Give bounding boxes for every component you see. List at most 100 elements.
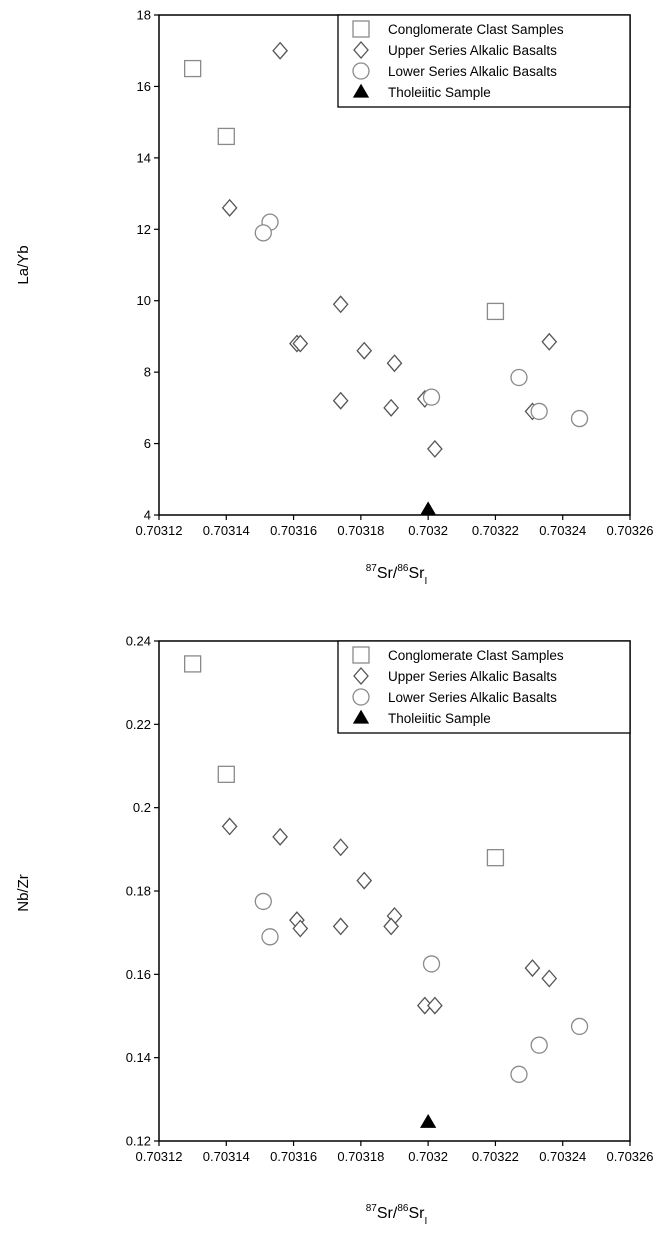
data-point (530, 402, 548, 421)
data-point (422, 388, 441, 406)
legend: Conglomerate Clast Samples Upper Series A… (337, 14, 631, 108)
data-point (486, 849, 505, 867)
series-circle (254, 892, 589, 1083)
x-tick-label: 0.70316 (270, 1149, 317, 1164)
legend-marker (353, 667, 369, 685)
data-point (422, 955, 441, 973)
data-point (254, 892, 272, 911)
y-tick-label: 0.16 (126, 967, 151, 982)
data-point (292, 919, 309, 938)
y-axis-label: Nb/Zr (15, 874, 32, 912)
x-tick-label: 0.7032 (408, 1149, 448, 1164)
data-point (254, 224, 272, 242)
legend-box (337, 14, 631, 108)
y-tick-label: 6 (144, 436, 151, 451)
data-point (570, 1017, 589, 1036)
x-tick-label: 0.70316 (270, 523, 317, 538)
data-point (332, 391, 349, 410)
x-axis-label: 87Sr/86SrI (366, 563, 427, 587)
data-point (524, 959, 541, 978)
y-tick-label: 8 (144, 365, 151, 380)
y-tick-label: 18 (137, 8, 151, 23)
data-point (383, 398, 399, 417)
x-tick-label: 0.70318 (337, 1149, 384, 1164)
data-point (272, 827, 288, 846)
legend: Conglomerate Clast Samples Upper Series A… (337, 640, 631, 734)
data-point (221, 198, 238, 217)
data-point (420, 1113, 437, 1128)
y-tick-label: 0.22 (126, 717, 151, 732)
x-tick-label: 0.70314 (203, 523, 250, 538)
data-point (261, 928, 279, 946)
x-tick-label: 0.70318 (337, 523, 384, 538)
data-point (332, 838, 349, 857)
legend-marker (353, 41, 369, 59)
data-point (510, 1065, 528, 1083)
x-tick-label: 0.70314 (203, 1149, 250, 1164)
legend-label: Upper Series Alkalic Basalts (388, 669, 557, 684)
data-point (292, 334, 309, 353)
legend-marker (352, 62, 370, 80)
data-point (217, 765, 235, 783)
x-tick-label: 0.70324 (539, 1149, 586, 1164)
chart-1: 0.70312 0.70314 0.70316 0.70318 0.7032 0.7032… (15, 8, 654, 588)
data-point (510, 368, 528, 387)
data-point (356, 341, 373, 360)
y-tick-label: 0.24 (126, 634, 151, 649)
series-triangle (420, 501, 437, 516)
y-tick-label: 14 (137, 150, 151, 165)
legend-label: Tholeiitic Sample (388, 85, 491, 100)
data-point (530, 1036, 548, 1054)
data-point (383, 917, 399, 936)
x-tick-label: 0.70326 (607, 523, 654, 538)
data-point (183, 59, 202, 78)
series-diamond (221, 817, 558, 1015)
data-point (332, 295, 349, 314)
data-point (541, 332, 558, 351)
data-point (183, 655, 202, 673)
series-diamond (221, 41, 558, 458)
series-square (183, 59, 505, 321)
y-tick-label: 4 (144, 508, 151, 523)
x-tick-label: 0.70326 (607, 1149, 654, 1164)
series-circle (254, 213, 589, 428)
legend-label: Conglomerate Clast Samples (388, 648, 564, 663)
data-point (356, 871, 373, 890)
x-tick-label: 0.70322 (472, 1149, 519, 1164)
y-tick-label: 0.12 (126, 1134, 151, 1149)
series-square (183, 655, 505, 867)
legend-marker (352, 646, 370, 664)
data-point (427, 439, 443, 458)
data-point (221, 817, 238, 836)
data-point (541, 969, 558, 988)
chart-2: 0.70312 0.70314 0.70316 0.70318 0.7032 0.7032… (15, 634, 654, 1228)
legend-marker (352, 709, 370, 724)
legend-label: Lower Series Alkalic Basalts (388, 690, 557, 705)
x-tick-label: 0.70322 (472, 523, 519, 538)
data-point (570, 409, 589, 428)
data-point (332, 917, 349, 936)
legend-marker (352, 20, 370, 38)
x-tick-label: 0.7032 (408, 523, 448, 538)
legend-label: Tholeiitic Sample (388, 711, 491, 726)
y-tick-label: 16 (137, 79, 151, 94)
x-tick-label: 0.70312 (136, 523, 183, 538)
data-point (420, 501, 437, 516)
x-tick-label: 0.70312 (136, 1149, 183, 1164)
series-triangle (420, 1113, 437, 1128)
x-tick-label: 0.70324 (539, 523, 586, 538)
y-tick-label: 0.14 (126, 1050, 151, 1065)
y-tick-label: 10 (137, 293, 151, 308)
legend-label: Upper Series Alkalic Basalts (388, 43, 557, 58)
x-axis-label: 87Sr/86SrI (366, 1203, 427, 1227)
legend-label: Lower Series Alkalic Basalts (388, 64, 557, 79)
y-axis-label: La/Yb (15, 245, 32, 284)
legend-box (337, 640, 631, 734)
legend-label: Conglomerate Clast Samples (388, 22, 564, 37)
legend-marker (352, 688, 370, 706)
data-point (486, 302, 505, 321)
y-tick-label: 12 (137, 222, 151, 237)
data-point (427, 996, 443, 1015)
data-point (386, 354, 403, 373)
